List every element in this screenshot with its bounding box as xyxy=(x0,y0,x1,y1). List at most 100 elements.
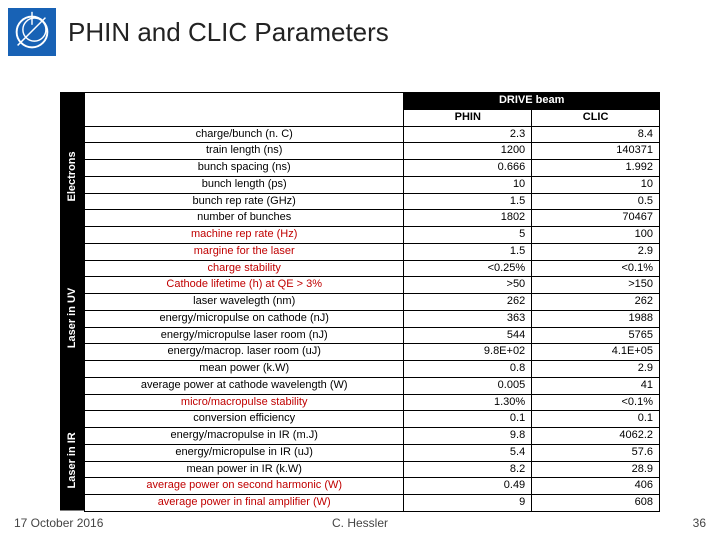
param-cell: energy/micropulse in IR (uJ) xyxy=(85,444,404,461)
section-labels: ElectronsLaser in UVLaser in IR xyxy=(60,92,84,512)
footer-date: 17 October 2016 xyxy=(14,516,103,530)
param-cell: bunch spacing (ns) xyxy=(85,160,404,177)
param-cell: energy/macrop. laser room (uJ) xyxy=(85,344,404,361)
footer-page: 36 xyxy=(693,516,706,530)
clic-cell: 8.4 xyxy=(532,126,660,143)
clic-cell: 41 xyxy=(532,377,660,394)
phin-cell: 1.5 xyxy=(404,193,532,210)
table-row: average power at cathode wavelength (W)0… xyxy=(85,377,660,394)
table-row: energy/micropulse laser room (nJ)5445765 xyxy=(85,327,660,344)
table-row: energy/macrop. laser room (uJ)9.8E+024.1… xyxy=(85,344,660,361)
clic-cell: >150 xyxy=(532,277,660,294)
phin-cell: 10 xyxy=(404,176,532,193)
clic-cell: 262 xyxy=(532,294,660,311)
table-row: energy/micropulse on cathode (nJ)3631988 xyxy=(85,310,660,327)
table-row: micro/macropulse stability1.30%<0.1% xyxy=(85,394,660,411)
table-row: margine for the laser1.52.9 xyxy=(85,243,660,260)
table-body: charge/bunch (n. C)2.38.4train length (n… xyxy=(85,126,660,511)
table-row: conversion efficiency0.10.1 xyxy=(85,411,660,428)
cern-logo xyxy=(8,8,56,56)
phin-cell: <0.25% xyxy=(404,260,532,277)
clic-cell: 608 xyxy=(532,495,660,512)
table-row: bunch rep rate (GHz)1.50.5 xyxy=(85,193,660,210)
phin-cell: 2.3 xyxy=(404,126,532,143)
phin-cell: >50 xyxy=(404,277,532,294)
drive-beam-header: DRIVE beam xyxy=(404,93,660,110)
phin-cell: 1200 xyxy=(404,143,532,160)
section-label: Laser in IR xyxy=(60,410,84,511)
clic-cell: 28.9 xyxy=(532,461,660,478)
param-cell: energy/micropulse laser room (nJ) xyxy=(85,327,404,344)
phin-cell: 0.666 xyxy=(404,160,532,177)
footer-author: C. Hessler xyxy=(332,516,388,530)
page-title: PHIN and CLIC Parameters xyxy=(68,17,389,48)
param-cell: number of bunches xyxy=(85,210,404,227)
table-row: energy/micropulse in IR (uJ)5.457.6 xyxy=(85,444,660,461)
table-row: Cathode lifetime (h) at QE > 3%>50>150 xyxy=(85,277,660,294)
phin-cell: 1802 xyxy=(404,210,532,227)
clic-cell: 2.9 xyxy=(532,243,660,260)
param-cell: energy/micropulse on cathode (nJ) xyxy=(85,310,404,327)
param-cell: machine rep rate (Hz) xyxy=(85,227,404,244)
clic-cell: 1988 xyxy=(532,310,660,327)
table-row: charge/bunch (n. C)2.38.4 xyxy=(85,126,660,143)
table-row: mean power (k.W)0.82.9 xyxy=(85,361,660,378)
table-row: number of bunches180270467 xyxy=(85,210,660,227)
clic-cell: 4.1E+05 xyxy=(532,344,660,361)
phin-cell: 0.005 xyxy=(404,377,532,394)
table-row: energy/macropulse in IR (m.J)9.84062.2 xyxy=(85,428,660,445)
clic-cell: 5765 xyxy=(532,327,660,344)
phin-cell: 9 xyxy=(404,495,532,512)
phin-cell: 0.8 xyxy=(404,361,532,378)
table-row: average power in final amplifier (W)9608 xyxy=(85,495,660,512)
clic-cell: 57.6 xyxy=(532,444,660,461)
param-cell: conversion efficiency xyxy=(85,411,404,428)
param-cell: bunch length (ps) xyxy=(85,176,404,193)
content-area: ElectronsLaser in UVLaser in IR DRIVE be… xyxy=(60,92,660,512)
phin-cell: 363 xyxy=(404,310,532,327)
param-cell: mean power (k.W) xyxy=(85,361,404,378)
clic-cell: 100 xyxy=(532,227,660,244)
param-cell: train length (ns) xyxy=(85,143,404,160)
param-cell: charge stability xyxy=(85,260,404,277)
clic-cell: <0.1% xyxy=(532,394,660,411)
clic-cell: 140371 xyxy=(532,143,660,160)
section-label: Electrons xyxy=(60,126,84,227)
parameters-table: DRIVE beam PHIN CLIC charge/bunch (n. C)… xyxy=(84,92,660,512)
table-row: bunch spacing (ns)0.6661.992 xyxy=(85,160,660,177)
param-cell: laser wavelegth (nm) xyxy=(85,294,404,311)
clic-header: CLIC xyxy=(532,109,660,126)
phin-cell: 262 xyxy=(404,294,532,311)
clic-cell: 4062.2 xyxy=(532,428,660,445)
param-cell: bunch rep rate (GHz) xyxy=(85,193,404,210)
param-header xyxy=(85,93,404,127)
param-cell: average power in final amplifier (W) xyxy=(85,495,404,512)
table-row: train length (ns)1200140371 xyxy=(85,143,660,160)
phin-cell: 5.4 xyxy=(404,444,532,461)
table-row: charge stability<0.25%<0.1% xyxy=(85,260,660,277)
param-cell: energy/macropulse in IR (m.J) xyxy=(85,428,404,445)
clic-cell: 0.5 xyxy=(532,193,660,210)
param-cell: average power on second harmonic (W) xyxy=(85,478,404,495)
table-row: bunch length (ps)1010 xyxy=(85,176,660,193)
param-cell: mean power in IR (k.W) xyxy=(85,461,404,478)
phin-cell: 9.8E+02 xyxy=(404,344,532,361)
clic-cell: 2.9 xyxy=(532,361,660,378)
table-row: machine rep rate (Hz)5100 xyxy=(85,227,660,244)
param-cell: micro/macropulse stability xyxy=(85,394,404,411)
phin-cell: 8.2 xyxy=(404,461,532,478)
table-row: average power on second harmonic (W)0.49… xyxy=(85,478,660,495)
table-row: mean power in IR (k.W)8.228.9 xyxy=(85,461,660,478)
section-label: Laser in UV xyxy=(60,226,84,410)
clic-cell: 1.992 xyxy=(532,160,660,177)
clic-cell: <0.1% xyxy=(532,260,660,277)
clic-cell: 406 xyxy=(532,478,660,495)
param-cell: Cathode lifetime (h) at QE > 3% xyxy=(85,277,404,294)
phin-cell: 1.30% xyxy=(404,394,532,411)
clic-cell: 0.1 xyxy=(532,411,660,428)
phin-cell: 1.5 xyxy=(404,243,532,260)
phin-cell: 0.1 xyxy=(404,411,532,428)
phin-cell: 544 xyxy=(404,327,532,344)
phin-header: PHIN xyxy=(404,109,532,126)
header: PHIN and CLIC Parameters xyxy=(0,0,720,56)
